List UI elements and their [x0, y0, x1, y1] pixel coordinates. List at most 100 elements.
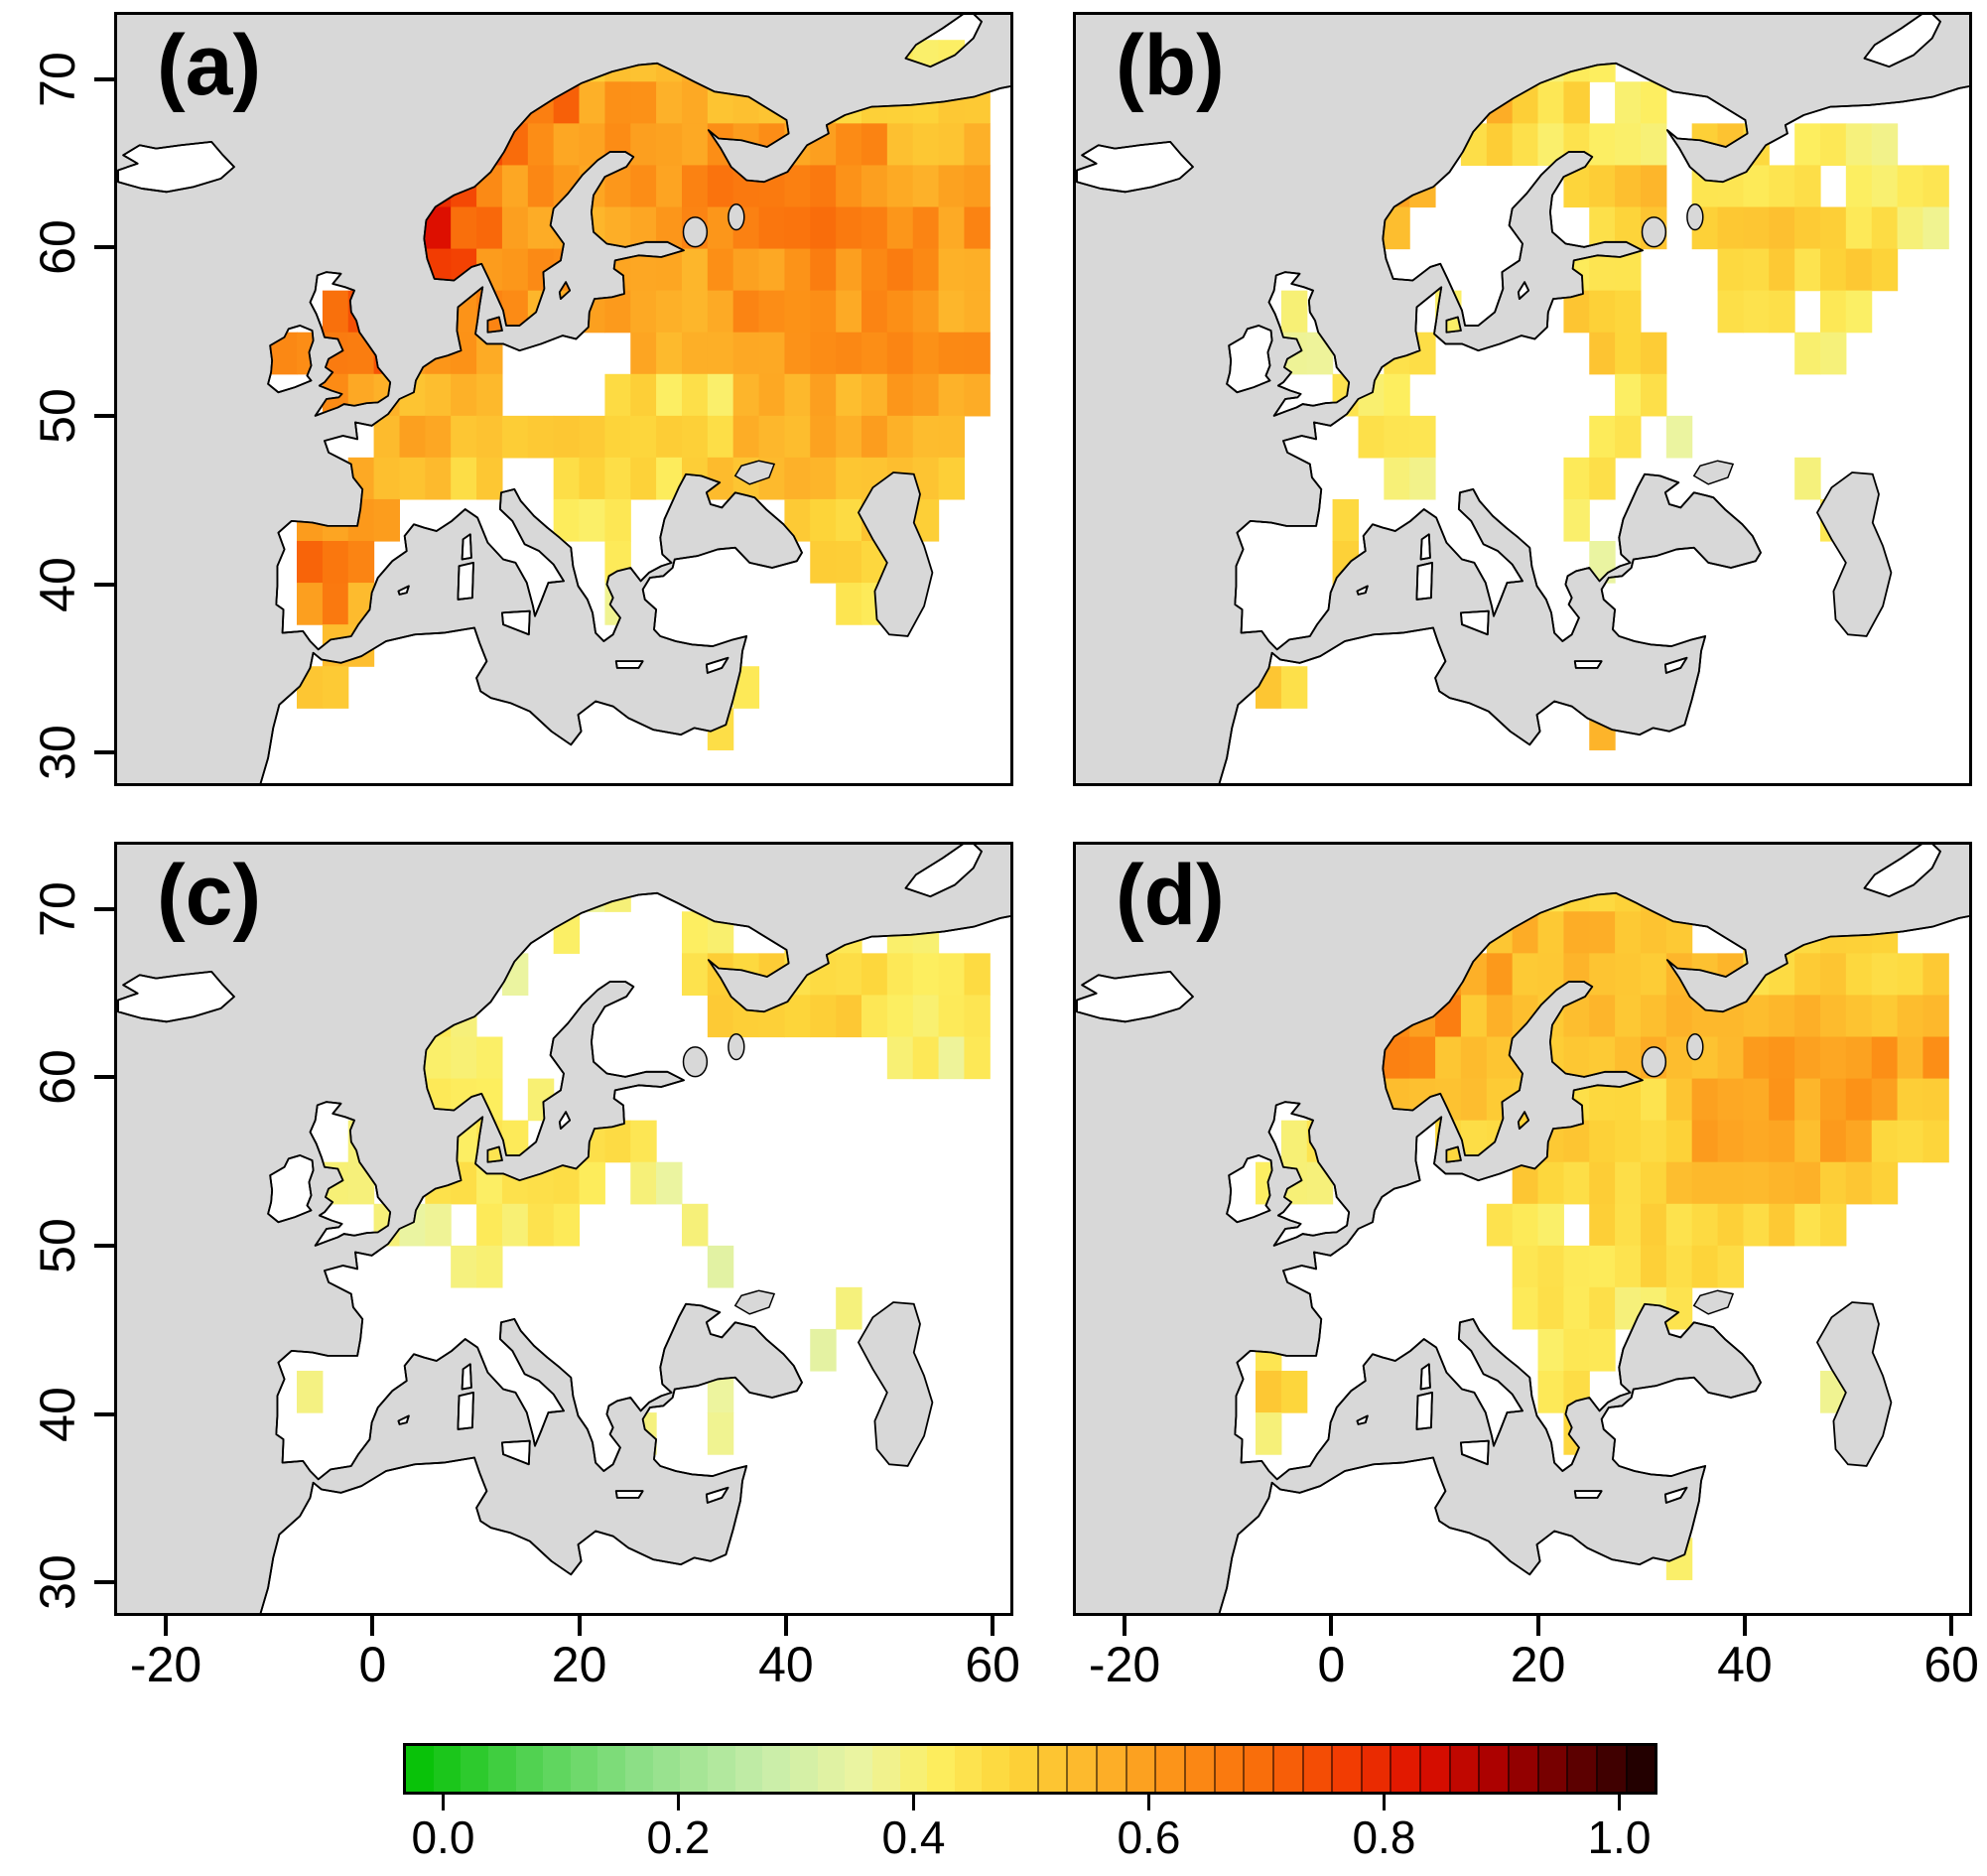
lake-ladoga — [682, 216, 709, 248]
heatmap-cell — [1665, 1245, 1693, 1288]
heatmap-cell — [836, 995, 862, 1038]
heatmap-cell — [1409, 1036, 1436, 1080]
colorbar-segment — [461, 1746, 488, 1792]
heatmap-cell — [476, 1203, 503, 1247]
heatmap-cell — [553, 123, 581, 167]
colorbar-tick — [676, 1795, 680, 1810]
colorbar-tick-label: 0.6 — [1117, 1811, 1181, 1863]
heatmap-cell — [296, 1370, 324, 1413]
heatmap-cell — [1871, 953, 1899, 997]
heatmap-cell — [938, 415, 966, 459]
heatmap-cell — [886, 373, 914, 417]
heatmap-cell — [1563, 1286, 1590, 1330]
heatmap-cell — [1537, 1161, 1564, 1205]
heatmap-cell — [1897, 1036, 1924, 1080]
heatmap-cell — [732, 415, 760, 459]
heatmap-cell — [886, 332, 914, 375]
heatmap-cell — [1769, 248, 1795, 292]
heatmap-cell — [1794, 995, 1821, 1038]
heatmap-cell — [604, 415, 631, 459]
heatmap-cell — [938, 206, 966, 250]
colorbar-segment — [1301, 1746, 1332, 1792]
x-tick-label: 60 — [1923, 1637, 1979, 1692]
heatmap-cell — [630, 81, 657, 124]
heatmap-cell — [1691, 1203, 1719, 1247]
heatmap-cell — [1769, 165, 1795, 208]
caspian-sea — [857, 471, 934, 637]
heatmap-cell — [1794, 1120, 1821, 1163]
crete-coastline — [1573, 660, 1603, 669]
heatmap-cell — [656, 373, 683, 417]
y-tick-label: 40 — [30, 556, 85, 612]
heatmap-cell — [784, 332, 811, 375]
heatmap-cell — [1460, 1036, 1488, 1080]
y-axis-tick — [94, 1075, 114, 1080]
heatmap-cell — [1820, 995, 1847, 1038]
heatmap-cell — [1641, 1203, 1667, 1247]
colorbar-segment — [1595, 1746, 1626, 1792]
colorbar-tick — [441, 1795, 445, 1810]
y-tick-label: 70 — [30, 881, 85, 937]
colorbar-tick — [1146, 1795, 1150, 1810]
heatmap-cell — [1743, 1161, 1770, 1205]
heatmap-cell — [886, 290, 914, 334]
majorca-coastline — [1356, 585, 1369, 596]
heatmap-cell — [451, 457, 477, 500]
colorbar-segment — [1331, 1746, 1361, 1792]
map-panel-c: (c) — [114, 842, 1013, 1616]
heatmap-cell — [707, 415, 734, 459]
heatmap-cell — [1871, 995, 1899, 1038]
heatmap-cell — [604, 498, 631, 542]
heatmap-cell — [1820, 953, 1847, 997]
heatmap-cell — [836, 206, 862, 250]
heatmap-cell — [1717, 206, 1745, 250]
heatmap-cell — [1845, 1120, 1873, 1163]
heatmap-cell — [1563, 1245, 1590, 1288]
heatmap-cell — [1512, 953, 1539, 997]
coastline-layer — [1076, 845, 1969, 1613]
heatmap-cell — [1589, 415, 1616, 459]
heatmap-cell — [501, 1203, 529, 1247]
heatmap-cell — [1641, 995, 1667, 1038]
y-tick-label: 30 — [30, 1554, 85, 1610]
heatmap-cell — [912, 165, 940, 208]
heatmap-cell — [1922, 995, 1949, 1038]
heatmap-cell — [732, 248, 760, 292]
heatmap-cell — [938, 373, 966, 417]
heatmap-cell — [476, 415, 503, 459]
heatmap-cell — [886, 165, 914, 208]
heatmap-cell — [836, 332, 862, 375]
corsica-coastline — [1419, 533, 1431, 561]
heatmap-cell — [886, 953, 914, 997]
heatmap-cell — [1743, 1203, 1770, 1247]
heatmap-cell — [707, 332, 734, 375]
heatmap-cell — [964, 1036, 991, 1080]
lake-ladoga — [1641, 1046, 1667, 1078]
heatmap-cell — [1641, 165, 1667, 208]
heatmap-cell — [1641, 953, 1667, 997]
heatmap-cell — [784, 206, 811, 250]
panel-label-b: (b) — [1116, 18, 1225, 113]
heatmap-cell — [1794, 1036, 1821, 1080]
corsica-coastline — [461, 1363, 472, 1391]
heatmap-cell — [886, 1036, 914, 1080]
coastline-layer — [1076, 15, 1969, 783]
heatmap-cell — [1512, 1286, 1539, 1330]
gotland-coastline — [558, 281, 572, 300]
heatmap-cell — [836, 248, 862, 292]
novaya-coastline — [904, 15, 983, 68]
heatmap-cell — [784, 995, 811, 1038]
lake-ladoga — [1641, 216, 1667, 248]
heatmap-cell — [810, 415, 837, 459]
heatmap-cell — [656, 290, 683, 334]
heatmap-cell — [732, 373, 760, 417]
map-panel-a: (a) — [114, 12, 1013, 786]
heatmap-cell — [1537, 1328, 1564, 1372]
heatmap-cell — [861, 290, 888, 334]
heatmap-cell — [1537, 1203, 1564, 1247]
map-panel-d: (d) — [1073, 842, 1972, 1616]
heatmap-cell — [527, 165, 555, 208]
heatmap-cell — [1665, 415, 1693, 459]
colorbar-segment — [543, 1746, 571, 1792]
heatmap-cell — [1665, 995, 1693, 1038]
